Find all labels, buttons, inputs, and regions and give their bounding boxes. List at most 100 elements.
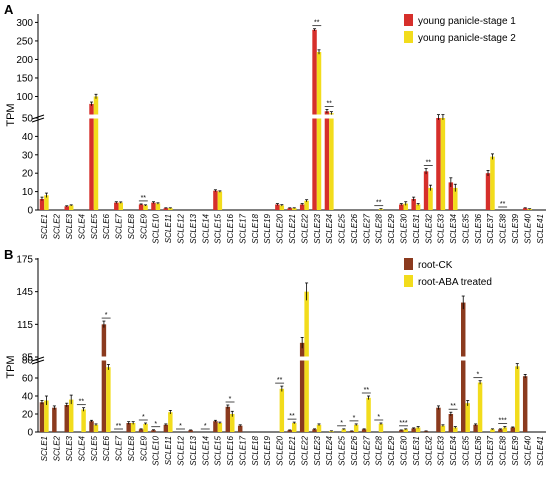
significance-label-scle23: ** (314, 20, 320, 27)
bar-break-gap (460, 356, 467, 361)
bar-s1-scle11 (163, 424, 169, 432)
bar-break-gap (328, 114, 335, 119)
significance-label-scle36: * (476, 372, 479, 379)
bar-s2-scle28 (378, 209, 384, 210)
x-tick-label-scle39: SCLE39 (511, 435, 520, 465)
bar-s2-scle1 (44, 195, 49, 210)
bar-s1-scle30 (399, 204, 404, 210)
y-tick-label: 145 (16, 287, 33, 298)
x-tick-label-scle26: SCLE26 (350, 213, 359, 243)
x-tick-label-scle23: SCLE23 (313, 213, 322, 243)
axis-break-mark (31, 359, 45, 365)
panel-b-ylabel: TPM (5, 355, 17, 378)
x-tick-label-scle28: SCLE28 (375, 213, 384, 243)
bar-s1-scle16 (225, 406, 231, 432)
significance-label-scle21: ** (289, 413, 295, 420)
bar-s1-scle15 (213, 190, 218, 210)
bar-s1-scle26 (349, 431, 354, 432)
bar-break-gap (92, 114, 100, 119)
x-tick-label-scle21: SCLE21 (288, 214, 297, 244)
y-tick-label: 60 (22, 374, 34, 385)
bar-s1-scle31 (411, 428, 416, 432)
x-tick-label-scle1: SCLE1 (40, 214, 49, 239)
x-tick-label-scle35: SCLE35 (461, 213, 470, 243)
y-tick-label: 175 (16, 255, 33, 266)
bar-s2-scle31 (415, 204, 421, 210)
bar-break-gap (88, 114, 95, 119)
bar-s1-scle33 (436, 118, 441, 210)
x-tick-label-scle10: SCLE10 (152, 435, 161, 465)
bar-s2-scle34 (453, 427, 458, 432)
x-tick-label-scle31: SCLE31 (412, 436, 421, 466)
bar-s1-scle17 (237, 425, 243, 432)
significance-label-scle26: * (353, 415, 356, 422)
bar-s1-scle9 (138, 204, 144, 210)
bar-s1-scle34 (448, 414, 454, 432)
x-tick-label-scle39: SCLE39 (511, 213, 520, 243)
bar-s2-scle33 (440, 425, 446, 432)
significance-label-scle9: * (142, 414, 145, 421)
bar-s1-scle23 (312, 429, 317, 432)
y-tick-label: 250 (16, 36, 33, 47)
x-tick-label-scle9: SCLE9 (139, 213, 148, 239)
bar-s1-scle30 (399, 430, 404, 432)
y-tick-label: 50 (22, 114, 34, 125)
x-tick-label-scle7: SCLE7 (115, 213, 124, 239)
bar-s2-scle37 (490, 429, 495, 432)
x-tick-label-scle21: SCLE21 (288, 436, 297, 466)
significance-label-scle30: *** (399, 420, 407, 427)
x-tick-label-scle29: SCLE29 (387, 213, 396, 243)
x-tick-label-scle2: SCLE2 (53, 213, 62, 239)
significance-label-scle10: * (154, 421, 157, 428)
bar-s1-scle13 (188, 430, 193, 432)
bar-s2-scle39 (515, 366, 520, 432)
x-tick-label-scle17: SCLE17 (238, 213, 247, 243)
legend-b-label-aba: root-ABA treated (418, 277, 492, 288)
panel-b-letter: B (4, 247, 13, 262)
x-tick-label-scle17: SCLE17 (238, 435, 247, 465)
legend-a-swatch-stage1 (404, 14, 413, 26)
x-tick-label-scle38: SCLE38 (499, 435, 508, 465)
y-tick-label: 150 (16, 73, 33, 84)
y-tick-label: 10 (22, 187, 34, 198)
x-tick-label-scle11: SCLE11 (164, 436, 173, 465)
significance-label-scle16: * (229, 396, 232, 403)
significance-label-scle25: * (340, 420, 343, 427)
axis-break-mark (31, 117, 45, 123)
panel-b-legend: root-CK root-ABA treated (404, 258, 492, 288)
x-tick-label-scle34: SCLE34 (449, 435, 458, 465)
axis-break-mark (31, 356, 45, 362)
x-tick-label-scle31: SCLE31 (412, 214, 421, 244)
x-tick-label-scle18: SCLE18 (251, 213, 260, 243)
legend-a-label-stage2: young panicle-stage 2 (418, 33, 516, 44)
bar-s2-scle16 (230, 414, 235, 432)
bar-s1-scle32 (423, 431, 429, 432)
bar-s2-scle4 (81, 409, 86, 432)
x-tick-label-scle7: SCLE7 (115, 435, 124, 461)
x-tick-label-scle33: SCLE33 (437, 213, 446, 243)
x-tick-label-scle33: SCLE33 (437, 435, 446, 465)
x-tick-label-scle24: SCLE24 (325, 435, 334, 465)
x-tick-label-scle36: SCLE36 (474, 213, 483, 243)
bar-s1-scle11 (163, 208, 169, 210)
x-tick-label-scle23: SCLE23 (313, 435, 322, 465)
bar-s1-scle24 (324, 111, 330, 210)
significance-label-scle24: ** (326, 100, 332, 107)
x-tick-label-scle25: SCLE25 (338, 213, 347, 243)
x-tick-label-scle35: SCLE35 (461, 435, 470, 465)
bar-s2-scle33 (440, 118, 446, 210)
x-tick-label-scle3: SCLE3 (65, 435, 74, 461)
bar-s2-scle30 (403, 429, 408, 432)
x-tick-label-scle16: SCLE16 (226, 213, 235, 243)
bar-s1-scle8 (126, 423, 131, 432)
bar-s2-scle22 (304, 200, 309, 210)
bar-s2-scle3 (68, 205, 74, 210)
significance-label-scle4: ** (79, 399, 85, 406)
y-tick-label: 85 (22, 353, 34, 364)
bar-s1-scle2 (52, 407, 57, 432)
x-tick-label-scle15: SCLE15 (214, 435, 223, 465)
bar-s2-scle20 (279, 205, 285, 210)
x-tick-label-scle3: SCLE3 (65, 213, 74, 239)
